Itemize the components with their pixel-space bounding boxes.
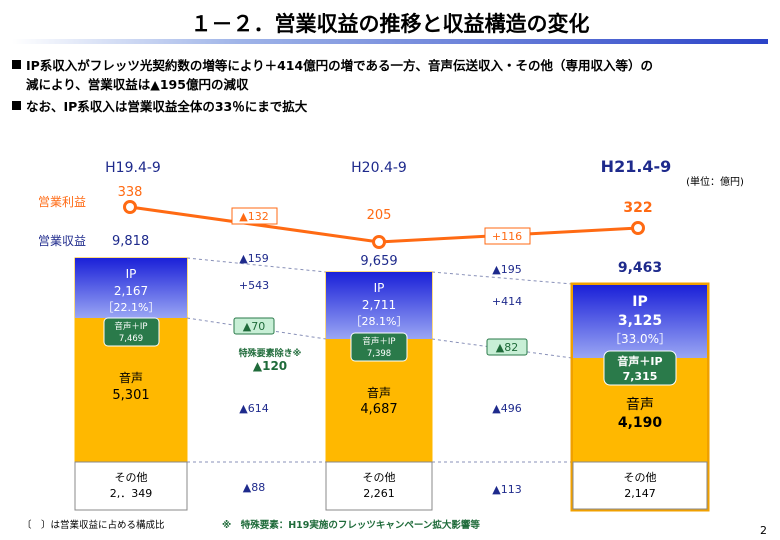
- bar2-other-label: その他: [363, 471, 396, 484]
- bar3-voice-ip-value: 7,315: [623, 370, 658, 383]
- profit-value-3: 322: [623, 200, 652, 216]
- bar1-voice-value: 5,301: [112, 388, 149, 403]
- voice-ip-change-box-1: [233, 317, 275, 335]
- bullet-square-icon: [12, 60, 21, 69]
- profit-marker-1: [123, 200, 137, 214]
- profit-change-box-2: [484, 227, 531, 245]
- bar2-ip-value: 2,711: [362, 298, 396, 312]
- voice-ip-change-1: ▲70: [243, 320, 265, 333]
- revenue-change-2: ▲195: [492, 263, 521, 276]
- bar2-voice-label: 音声: [367, 385, 391, 400]
- bar1-voice-label: 音声: [119, 370, 143, 385]
- bar3-ip-value: 3,125: [618, 313, 662, 329]
- voice-ip-change-2: ▲82: [496, 341, 518, 354]
- revenue-change-1: ▲159: [239, 252, 268, 265]
- bar1-ip-segment: [75, 258, 187, 318]
- bar3-voice-label: 音声: [626, 396, 654, 413]
- bar3-ip-share: ［33.0%］: [609, 332, 671, 346]
- other-change-1: ▲88: [243, 481, 265, 494]
- bar3-revenue-total: 9,463: [618, 260, 662, 276]
- bar1-other-segment: [74, 461, 188, 511]
- bar1-ip-value: 2,167: [114, 284, 148, 298]
- bar3-voice-ip-label: 音声＋IP: [617, 354, 662, 368]
- bar1-other-label: その他: [115, 471, 148, 484]
- bar3-ip-label: IP: [632, 294, 647, 310]
- other-change-2: ▲113: [492, 483, 521, 496]
- bar1-revenue-total: 9,818: [112, 234, 149, 249]
- ip-change-1: +543: [239, 279, 269, 292]
- ip-change-2: +414: [492, 295, 522, 308]
- bar3-other-label: その他: [624, 471, 657, 484]
- bullet-text-3: なお、IP系収入は営業収益全体の33％にまで拡大: [26, 99, 308, 114]
- revenue-row-label: 営業収益: [38, 234, 86, 248]
- page-number: 2: [760, 524, 767, 537]
- bar1-voice-ip-box: [103, 317, 160, 347]
- profit-change-2: +116: [492, 230, 522, 243]
- bar1-ip-share: ［22.1%］: [103, 301, 160, 314]
- bar1-ip-label: IP: [126, 267, 137, 281]
- profit-marker-2: [372, 235, 386, 249]
- connector-top-1: [186, 257, 327, 273]
- special-factor-label: 特殊要素除き※: [239, 347, 302, 359]
- bar1-voice-ip-value: 7,469: [119, 334, 143, 344]
- bar3-other-segment: [572, 461, 708, 510]
- profit-change-box-1: [231, 207, 278, 225]
- profit-row-label: 営業利益: [38, 195, 86, 209]
- footnote-special-factor: ※ 特殊要素：H19実施のフレッツキャンペーン拡大影響等: [222, 520, 480, 531]
- profit-value-1: 338: [118, 185, 143, 200]
- voice-change-2: ▲496: [492, 402, 521, 415]
- bar2-ip-label: IP: [374, 281, 385, 295]
- period-label-2: H20.4-9: [351, 160, 407, 176]
- profit-marker-3: [631, 221, 645, 235]
- bar2-other-segment: [325, 461, 433, 511]
- bullet-text-1: IP系収入がフレッツ光契約数の増等により＋414億円の増である一方、音声伝送収入…: [26, 58, 654, 73]
- bullet-square-icon: [12, 101, 21, 110]
- bar2-ip-share: ［28.1%］: [351, 315, 408, 328]
- bar2-other-value: 2,261: [363, 487, 395, 500]
- bullet-ip-growth: IP系収入がフレッツ光契約数の増等により＋414億円の増である一方、音声伝送収入…: [12, 56, 653, 94]
- bar3-outline: [570, 282, 710, 512]
- bar3-voice-value: 4,190: [618, 415, 663, 431]
- voice-ip-change-box-2: [486, 338, 528, 356]
- bar3-other-value: 2,147: [624, 487, 656, 500]
- title-underline: [12, 39, 768, 44]
- special-factor-value: ▲120: [253, 359, 287, 373]
- period-label-1: H19.4-9: [105, 160, 161, 176]
- profit-value-2: 205: [367, 208, 392, 223]
- unit-label: (単位：億円): [686, 175, 744, 188]
- bar2-voice-ip-box: [350, 332, 408, 362]
- bar2-voice-ip-label: 音声＋IP: [362, 336, 395, 347]
- profit-change-1: ▲132: [239, 210, 268, 223]
- bar3-voice-ip-box: [603, 350, 677, 386]
- bar2-revenue-total: 9,659: [360, 254, 397, 269]
- page-title: １－２．営業収益の推移と収益構造の変化: [190, 12, 590, 36]
- footnote-share: 〔 〕は営業収益に占める構成比: [22, 520, 165, 531]
- bar1-other-value: 2,．349: [110, 487, 153, 500]
- bar2-voice-ip-value: 7,398: [367, 349, 391, 359]
- bar2-voice-value: 4,687: [360, 402, 397, 417]
- period-label-3: H21.4-9: [601, 157, 672, 176]
- voice-change-1: ▲614: [239, 402, 268, 415]
- bar1-voice-ip-label: 音声＋IP: [114, 321, 147, 332]
- bullet-text-2: 減により、営業収益は▲195億円の減収: [26, 77, 249, 92]
- bar3-ip-segment: [573, 285, 707, 358]
- bar2-ip-segment: [326, 272, 432, 339]
- bullet-ip-share: なお、IP系収入は営業収益全体の33％にまで拡大: [12, 97, 307, 116]
